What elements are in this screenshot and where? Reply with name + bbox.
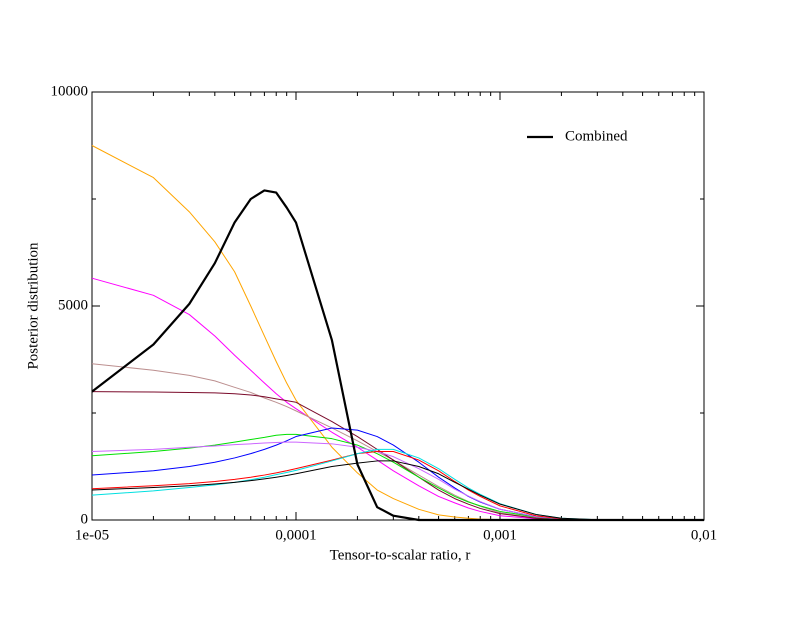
y-tick-label: 5000 [58,297,88,313]
series-line [91,451,704,521]
series-line [91,460,704,521]
x-tick-label: 0,0001 [275,527,316,543]
x-tick-label: 0,01 [691,527,717,543]
plot-frame [91,91,705,521]
series-line [91,189,704,522]
series-line [91,441,704,521]
series-line [91,448,704,521]
series-line [91,145,704,521]
y-axis-label: Posterior distribution [25,242,41,370]
x-tick-label: 0,001 [483,527,517,543]
series-line [91,363,704,521]
legend-label: Combined [565,128,628,144]
x-axis-label: Tensor-to-scalar ratio, r [330,547,471,563]
y-tick-label: 0 [81,511,89,527]
y-tick-label: 10000 [51,83,89,99]
x-tick-label: 1e-05 [75,527,109,543]
